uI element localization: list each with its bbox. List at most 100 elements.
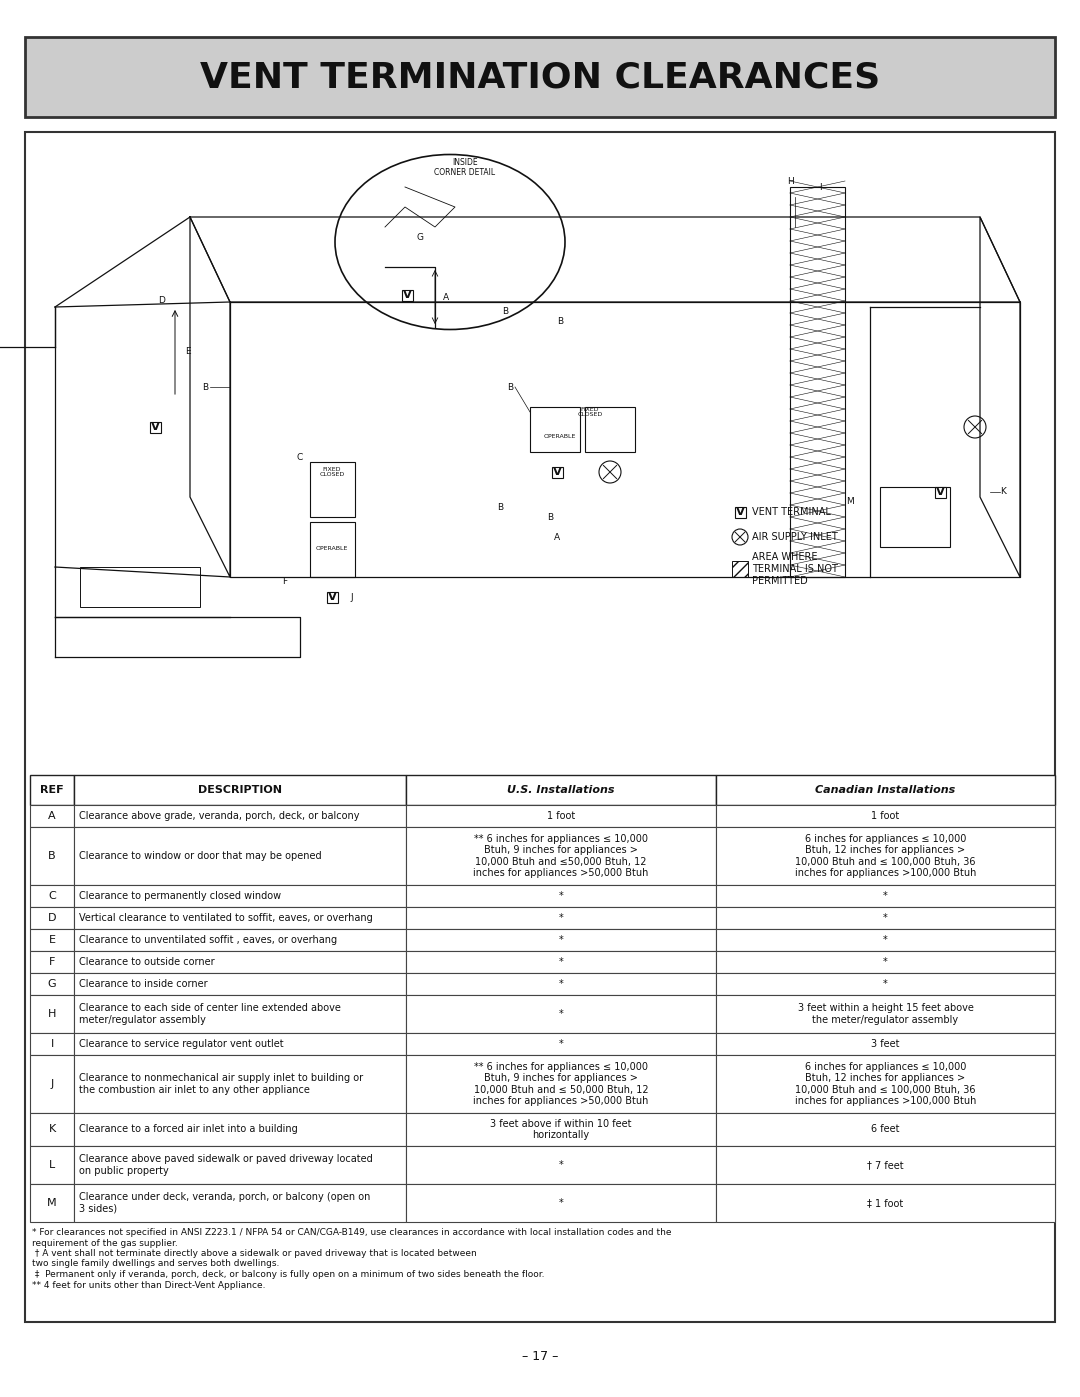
Text: *: * (558, 891, 564, 901)
Text: 3 feet: 3 feet (872, 1039, 900, 1049)
Bar (734, 507, 745, 517)
Text: K: K (49, 1125, 56, 1134)
Bar (402, 289, 413, 300)
Text: I: I (819, 183, 821, 191)
Text: C: C (297, 453, 303, 461)
Text: I: I (51, 1039, 54, 1049)
Text: OPERABLE: OPERABLE (544, 434, 577, 440)
Bar (149, 422, 161, 433)
Bar (406, 995, 716, 1032)
Bar (789, 187, 845, 577)
Text: B: B (49, 851, 56, 861)
Text: – 17 –: – 17 – (522, 1351, 558, 1363)
Text: Clearance to a forced air inlet into a building: Clearance to a forced air inlet into a b… (79, 1125, 298, 1134)
Text: H: H (48, 1009, 56, 1018)
Text: *: * (883, 891, 888, 901)
Text: ** 4 feet for units other than Direct-Vent Appliance.: ** 4 feet for units other than Direct-Ve… (32, 1281, 266, 1289)
Bar (75, 886, 406, 907)
Text: Clearance above paved sidewalk or paved driveway located
on public property: Clearance above paved sidewalk or paved … (79, 1154, 373, 1176)
Bar (75, 805, 406, 827)
Bar (716, 886, 1055, 907)
Text: B: B (557, 317, 563, 327)
Bar (406, 907, 716, 929)
Text: *: * (883, 979, 888, 989)
Text: M: M (846, 497, 854, 507)
Bar (75, 929, 406, 951)
Text: Clearance to inside corner: Clearance to inside corner (79, 979, 207, 989)
Text: B: B (546, 513, 553, 521)
Text: Clearance to outside corner: Clearance to outside corner (79, 957, 215, 967)
Text: 6 inches for appliances ≤ 10,000
Btuh, 12 inches for appliances >
10,000 Btuh an: 6 inches for appliances ≤ 10,000 Btuh, 1… (795, 834, 976, 879)
Bar (326, 591, 337, 602)
Bar (732, 562, 748, 577)
Bar (30, 805, 75, 827)
Text: D: D (158, 296, 165, 305)
Bar (406, 1055, 716, 1113)
Text: INSIDE
CORNER DETAIL: INSIDE CORNER DETAIL (434, 158, 496, 177)
Bar (30, 972, 75, 995)
Bar (716, 1146, 1055, 1185)
Text: F: F (283, 577, 287, 587)
Text: Clearance to unventilated soffit , eaves, or overhang: Clearance to unventilated soffit , eaves… (79, 935, 337, 944)
Bar (75, 1055, 406, 1113)
Bar (75, 1113, 406, 1146)
Text: Clearance to nonmechanical air supply inlet to building or
the combustion air in: Clearance to nonmechanical air supply in… (79, 1073, 363, 1095)
Text: Clearance to service regulator vent outlet: Clearance to service regulator vent outl… (79, 1039, 284, 1049)
Bar (30, 775, 75, 805)
Text: Clearance to permanently closed window: Clearance to permanently closed window (79, 891, 281, 901)
Bar (585, 407, 635, 453)
Bar (30, 1113, 75, 1146)
Text: *: * (883, 957, 888, 967)
Text: D: D (48, 914, 56, 923)
Text: FIXED
CLOSED: FIXED CLOSED (578, 407, 603, 418)
Text: *: * (883, 935, 888, 944)
Text: V: V (150, 422, 160, 432)
Bar (30, 827, 75, 886)
Bar (934, 486, 945, 497)
Bar (406, 1185, 716, 1222)
Text: V: V (327, 592, 337, 602)
Bar (406, 1113, 716, 1146)
Bar (75, 907, 406, 929)
Text: 3 feet above if within 10 feet
horizontally: 3 feet above if within 10 feet horizonta… (490, 1119, 632, 1140)
Bar (30, 1185, 75, 1222)
Bar (75, 1032, 406, 1055)
Bar (406, 1146, 716, 1185)
Bar (75, 995, 406, 1032)
Bar (30, 1032, 75, 1055)
Bar (406, 805, 716, 827)
Text: *: * (558, 935, 564, 944)
Bar (406, 775, 716, 805)
Bar (75, 775, 406, 805)
Text: *: * (558, 914, 564, 923)
Text: V: V (735, 507, 744, 517)
Bar (30, 1146, 75, 1185)
Bar (880, 488, 950, 548)
Bar (552, 467, 563, 478)
Bar (406, 1032, 716, 1055)
Text: ‡  Permanent only if veranda, porch, deck, or balcony is fully open on a minimum: ‡ Permanent only if veranda, porch, deck… (32, 1270, 544, 1280)
Bar (30, 886, 75, 907)
Text: FIXED
CLOSED: FIXED CLOSED (320, 467, 345, 478)
Bar (530, 407, 580, 453)
Text: V: V (553, 467, 562, 476)
Bar (716, 907, 1055, 929)
Text: Clearance under deck, veranda, porch, or balcony (open on
3 sides): Clearance under deck, veranda, porch, or… (79, 1192, 370, 1214)
Text: B: B (497, 503, 503, 511)
Bar (25, 36, 1055, 117)
Bar (716, 1185, 1055, 1222)
Bar (75, 827, 406, 886)
Bar (716, 995, 1055, 1032)
Text: VENT TERMINAL: VENT TERMINAL (752, 507, 831, 517)
Text: 1 foot: 1 foot (872, 812, 900, 821)
Text: AIR SUPPLY INLET: AIR SUPPLY INLET (752, 532, 838, 542)
Text: L: L (49, 1160, 55, 1171)
Text: *: * (558, 957, 564, 967)
Text: V: V (403, 291, 411, 300)
Text: U.S. Installations: U.S. Installations (508, 785, 615, 795)
Text: *: * (558, 1160, 564, 1171)
Text: C: C (49, 891, 56, 901)
Text: Canadian Installations: Canadian Installations (815, 785, 956, 795)
Text: A: A (443, 292, 449, 302)
Text: *: * (883, 914, 888, 923)
